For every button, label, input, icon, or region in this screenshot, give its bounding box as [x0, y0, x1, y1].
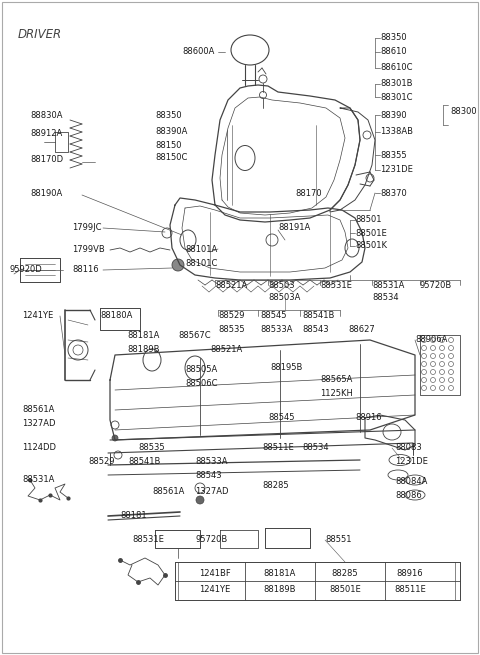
Text: 88285: 88285	[262, 481, 288, 491]
Text: 88912A: 88912A	[30, 130, 62, 138]
Text: 88101C: 88101C	[185, 259, 217, 269]
Text: 88370: 88370	[380, 189, 407, 198]
Text: 88190A: 88190A	[30, 189, 62, 198]
Text: 1327AD: 1327AD	[22, 419, 56, 428]
Text: 88181A: 88181A	[127, 331, 159, 339]
Text: 88561A: 88561A	[152, 487, 184, 496]
Text: 88350: 88350	[155, 111, 181, 119]
Text: 95920D: 95920D	[10, 265, 43, 274]
Text: 88627: 88627	[348, 324, 375, 333]
Text: 88501K: 88501K	[355, 242, 387, 250]
Text: 88180A: 88180A	[100, 312, 132, 320]
Text: 88506C: 88506C	[185, 379, 217, 388]
Text: DRIVER: DRIVER	[18, 28, 62, 41]
Text: 88350: 88350	[380, 33, 407, 41]
Text: 88390: 88390	[380, 111, 407, 119]
Text: 88534: 88534	[372, 293, 398, 303]
Text: 88545: 88545	[260, 312, 287, 320]
Text: 88101A: 88101A	[185, 244, 217, 253]
Text: 95720B: 95720B	[420, 280, 452, 290]
Text: 1799VB: 1799VB	[72, 244, 105, 253]
Circle shape	[196, 496, 204, 504]
Text: 88600A: 88600A	[182, 48, 215, 56]
Text: 1241BF: 1241BF	[199, 569, 231, 578]
Text: 88545: 88545	[268, 413, 295, 422]
Circle shape	[172, 259, 184, 271]
Circle shape	[112, 435, 118, 441]
Text: 88086: 88086	[395, 491, 422, 500]
Text: 88390A: 88390A	[155, 128, 187, 136]
Text: 88531A: 88531A	[22, 476, 54, 485]
Text: 88170: 88170	[295, 189, 322, 198]
Text: 88561A: 88561A	[22, 405, 54, 415]
Text: 88116: 88116	[72, 265, 98, 274]
Text: 88150: 88150	[155, 141, 181, 149]
Text: 88503: 88503	[268, 280, 295, 290]
Text: 88916: 88916	[355, 413, 382, 422]
Text: 88501: 88501	[355, 215, 382, 225]
Text: 88355: 88355	[380, 151, 407, 160]
Text: 88531A: 88531A	[372, 280, 404, 290]
Text: 1241YE: 1241YE	[22, 312, 53, 320]
Text: 1327AD: 1327AD	[195, 487, 228, 496]
Text: 88189B: 88189B	[264, 586, 296, 595]
Text: 88300: 88300	[450, 107, 477, 117]
Text: 88533A: 88533A	[195, 457, 228, 466]
Text: 88521A: 88521A	[215, 280, 247, 290]
Text: 88534: 88534	[302, 443, 329, 453]
Text: 88083: 88083	[395, 443, 422, 453]
Text: 1124DD: 1124DD	[22, 443, 56, 453]
Text: 88906A: 88906A	[415, 335, 447, 345]
Text: 88567C: 88567C	[178, 331, 211, 339]
Text: 88170D: 88170D	[30, 155, 63, 164]
Text: 1231DE: 1231DE	[395, 457, 428, 466]
Text: 1125KH: 1125KH	[320, 388, 353, 398]
Text: 88301B: 88301B	[380, 79, 412, 88]
Text: 88191A: 88191A	[278, 223, 310, 233]
Text: 88189B: 88189B	[127, 345, 159, 354]
Text: 88501E: 88501E	[355, 229, 387, 238]
Text: 88511E: 88511E	[262, 443, 294, 453]
Text: 88521A: 88521A	[210, 345, 242, 354]
Text: 88501E: 88501E	[329, 586, 361, 595]
Text: 88535: 88535	[218, 324, 245, 333]
Text: 88503A: 88503A	[268, 293, 300, 303]
Text: 1338AB: 1338AB	[380, 128, 413, 136]
Text: 88565A: 88565A	[320, 375, 352, 384]
Text: 88531E: 88531E	[320, 280, 352, 290]
Text: 88529: 88529	[88, 457, 115, 466]
Text: 88301C: 88301C	[380, 92, 412, 102]
Text: 88541B: 88541B	[302, 312, 335, 320]
Text: 88535: 88535	[138, 443, 165, 453]
Text: 1231DE: 1231DE	[380, 166, 413, 174]
Text: 88529: 88529	[218, 312, 244, 320]
Text: 88505A: 88505A	[185, 365, 217, 375]
Text: 88610C: 88610C	[380, 64, 412, 73]
Text: 88181: 88181	[120, 512, 146, 521]
Text: 88181A: 88181A	[264, 569, 296, 578]
Text: 88285: 88285	[332, 569, 358, 578]
Text: 95720B: 95720B	[195, 536, 227, 544]
Text: 88533A: 88533A	[260, 324, 292, 333]
Text: 1241YE: 1241YE	[199, 586, 230, 595]
Text: 88916: 88916	[396, 569, 423, 578]
Text: 88543: 88543	[302, 324, 329, 333]
Text: 88543: 88543	[195, 472, 222, 481]
Text: 88531E: 88531E	[132, 536, 164, 544]
Text: 88195B: 88195B	[270, 364, 302, 373]
Text: 88150C: 88150C	[155, 153, 187, 162]
Text: 88084A: 88084A	[395, 477, 427, 487]
Text: 88541B: 88541B	[128, 457, 160, 466]
Text: 88511E: 88511E	[394, 586, 426, 595]
Text: 88830A: 88830A	[30, 111, 62, 119]
Text: 88610: 88610	[380, 48, 407, 56]
Text: 1799JC: 1799JC	[72, 223, 101, 233]
Text: 88551: 88551	[325, 536, 351, 544]
